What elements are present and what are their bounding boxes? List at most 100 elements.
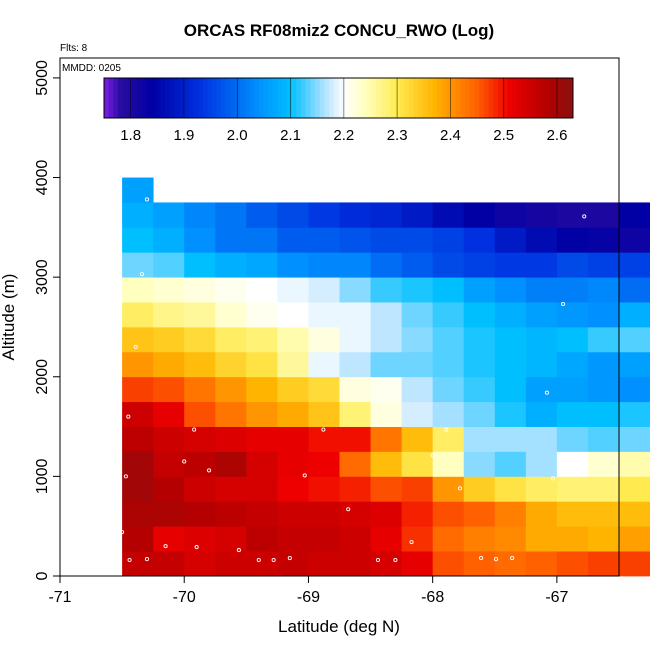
sample-point [302, 473, 307, 478]
heatmap-cell [432, 376, 465, 403]
heatmap-cell [370, 376, 403, 403]
colorbar-segment [474, 78, 480, 118]
heatmap-cell [153, 351, 185, 378]
heatmap-cell [246, 302, 278, 328]
heatmap-cell [339, 501, 371, 527]
colorbar-segment [108, 78, 114, 118]
sample-point [182, 459, 187, 464]
heatmap-cell [556, 376, 589, 403]
heatmap-cell [153, 451, 185, 477]
sample-point [256, 558, 261, 563]
sample-point [430, 453, 435, 458]
heatmap-cell [587, 476, 620, 502]
sample-point [123, 474, 128, 479]
colorbar-segment [329, 78, 335, 118]
sample-point [287, 556, 292, 561]
heatmap-cell [432, 526, 465, 552]
heatmap-cell [122, 277, 154, 303]
heatmap-cell [494, 277, 527, 303]
heatmap-cell [215, 476, 247, 502]
y-tick-label: 0 [34, 571, 51, 580]
colorbar-segment [502, 78, 508, 118]
heatmap-cell [370, 326, 403, 353]
heatmap-cell [184, 501, 216, 527]
heatmap-cell [494, 451, 527, 477]
sample-point [444, 427, 449, 432]
heatmap-cell [619, 526, 650, 552]
colorbar-tick-label: 1.9 [174, 127, 195, 144]
y-axis-label: Altitude (m) [0, 274, 18, 361]
colorbar-segment [164, 78, 171, 118]
heatmap-cell [401, 302, 434, 328]
colorbar-segment [422, 78, 429, 118]
heatmap-cell [401, 202, 434, 228]
colorbar-segment [347, 78, 354, 118]
sample-point [207, 468, 212, 473]
sample-point [321, 427, 326, 432]
sample-point [493, 557, 499, 562]
colorbar-tick-label: 2.1 [280, 127, 301, 144]
colorbar-segment [291, 78, 297, 118]
colorbar-segment [113, 78, 119, 118]
heatmap-cell [370, 227, 403, 253]
heatmap-cell [122, 302, 154, 328]
heatmap-cell [246, 451, 278, 477]
heatmap-cell [587, 401, 620, 427]
heatmap-cell [153, 501, 185, 527]
sample-point [561, 301, 566, 307]
sample-point [126, 414, 131, 419]
heatmap-cell [432, 451, 465, 477]
heatmap-cell [277, 376, 309, 403]
heatmap-cell [339, 227, 371, 253]
heatmap-cell [277, 351, 309, 378]
colorbar-segment [136, 78, 143, 118]
sample-point [144, 557, 150, 562]
heatmap-cell [184, 351, 216, 378]
heatmap-cell [619, 501, 650, 527]
heatmap-cell [587, 326, 620, 353]
heatmap-cell [556, 401, 589, 427]
heatmap-cell [246, 501, 278, 527]
heatmap-cell [432, 551, 465, 577]
heatmap-cell [463, 476, 496, 502]
heatmap-cell [432, 501, 465, 527]
heatmap-cells [122, 177, 650, 577]
colorbar-segment [197, 78, 203, 118]
heatmap-cell [153, 227, 185, 253]
colorbar-segment [249, 78, 255, 118]
colorbar-segment [530, 78, 536, 118]
heatmap-cell [556, 451, 589, 477]
heatmap-cell [556, 501, 589, 527]
heatmap-cell [494, 551, 527, 577]
x-tick-label: -71 [48, 589, 71, 606]
colorbar-segment [366, 78, 372, 118]
heatmap-cell [215, 501, 247, 527]
heatmap-cell [215, 451, 247, 477]
heatmap-cell [122, 376, 154, 403]
heatmap-cell [277, 401, 309, 427]
heatmap-cell [619, 476, 650, 502]
heatmap-cell [246, 551, 278, 577]
sample-point [346, 507, 351, 512]
colorbar-segment [516, 78, 522, 118]
colorbar-segment [526, 78, 532, 118]
colorbar-segment [413, 78, 419, 118]
sample-points [120, 197, 587, 563]
sample-point [163, 544, 168, 549]
y-tick-label: 2000 [34, 359, 51, 395]
colorbar-frame [103, 77, 574, 119]
heatmap-cell [308, 302, 340, 328]
x-axis-label: Latitude (deg N) [278, 617, 400, 636]
colorbar-segment [282, 78, 288, 118]
colorbar: 1.8 1.9 2.0 2.1 2.2 2.3 2.4 2.5 2.6 [103, 77, 574, 144]
colorbar-segment [563, 78, 569, 118]
heatmap-cell [587, 252, 620, 278]
heatmap-cell [122, 227, 154, 253]
heatmap-cell [587, 277, 620, 303]
heatmap-cell [277, 526, 309, 552]
colorbar-segment [296, 78, 302, 118]
colorbar-segment [436, 78, 443, 118]
heatmap-cell [494, 202, 527, 228]
heatmap-cell [556, 426, 589, 452]
heatmap-cell [184, 401, 216, 427]
